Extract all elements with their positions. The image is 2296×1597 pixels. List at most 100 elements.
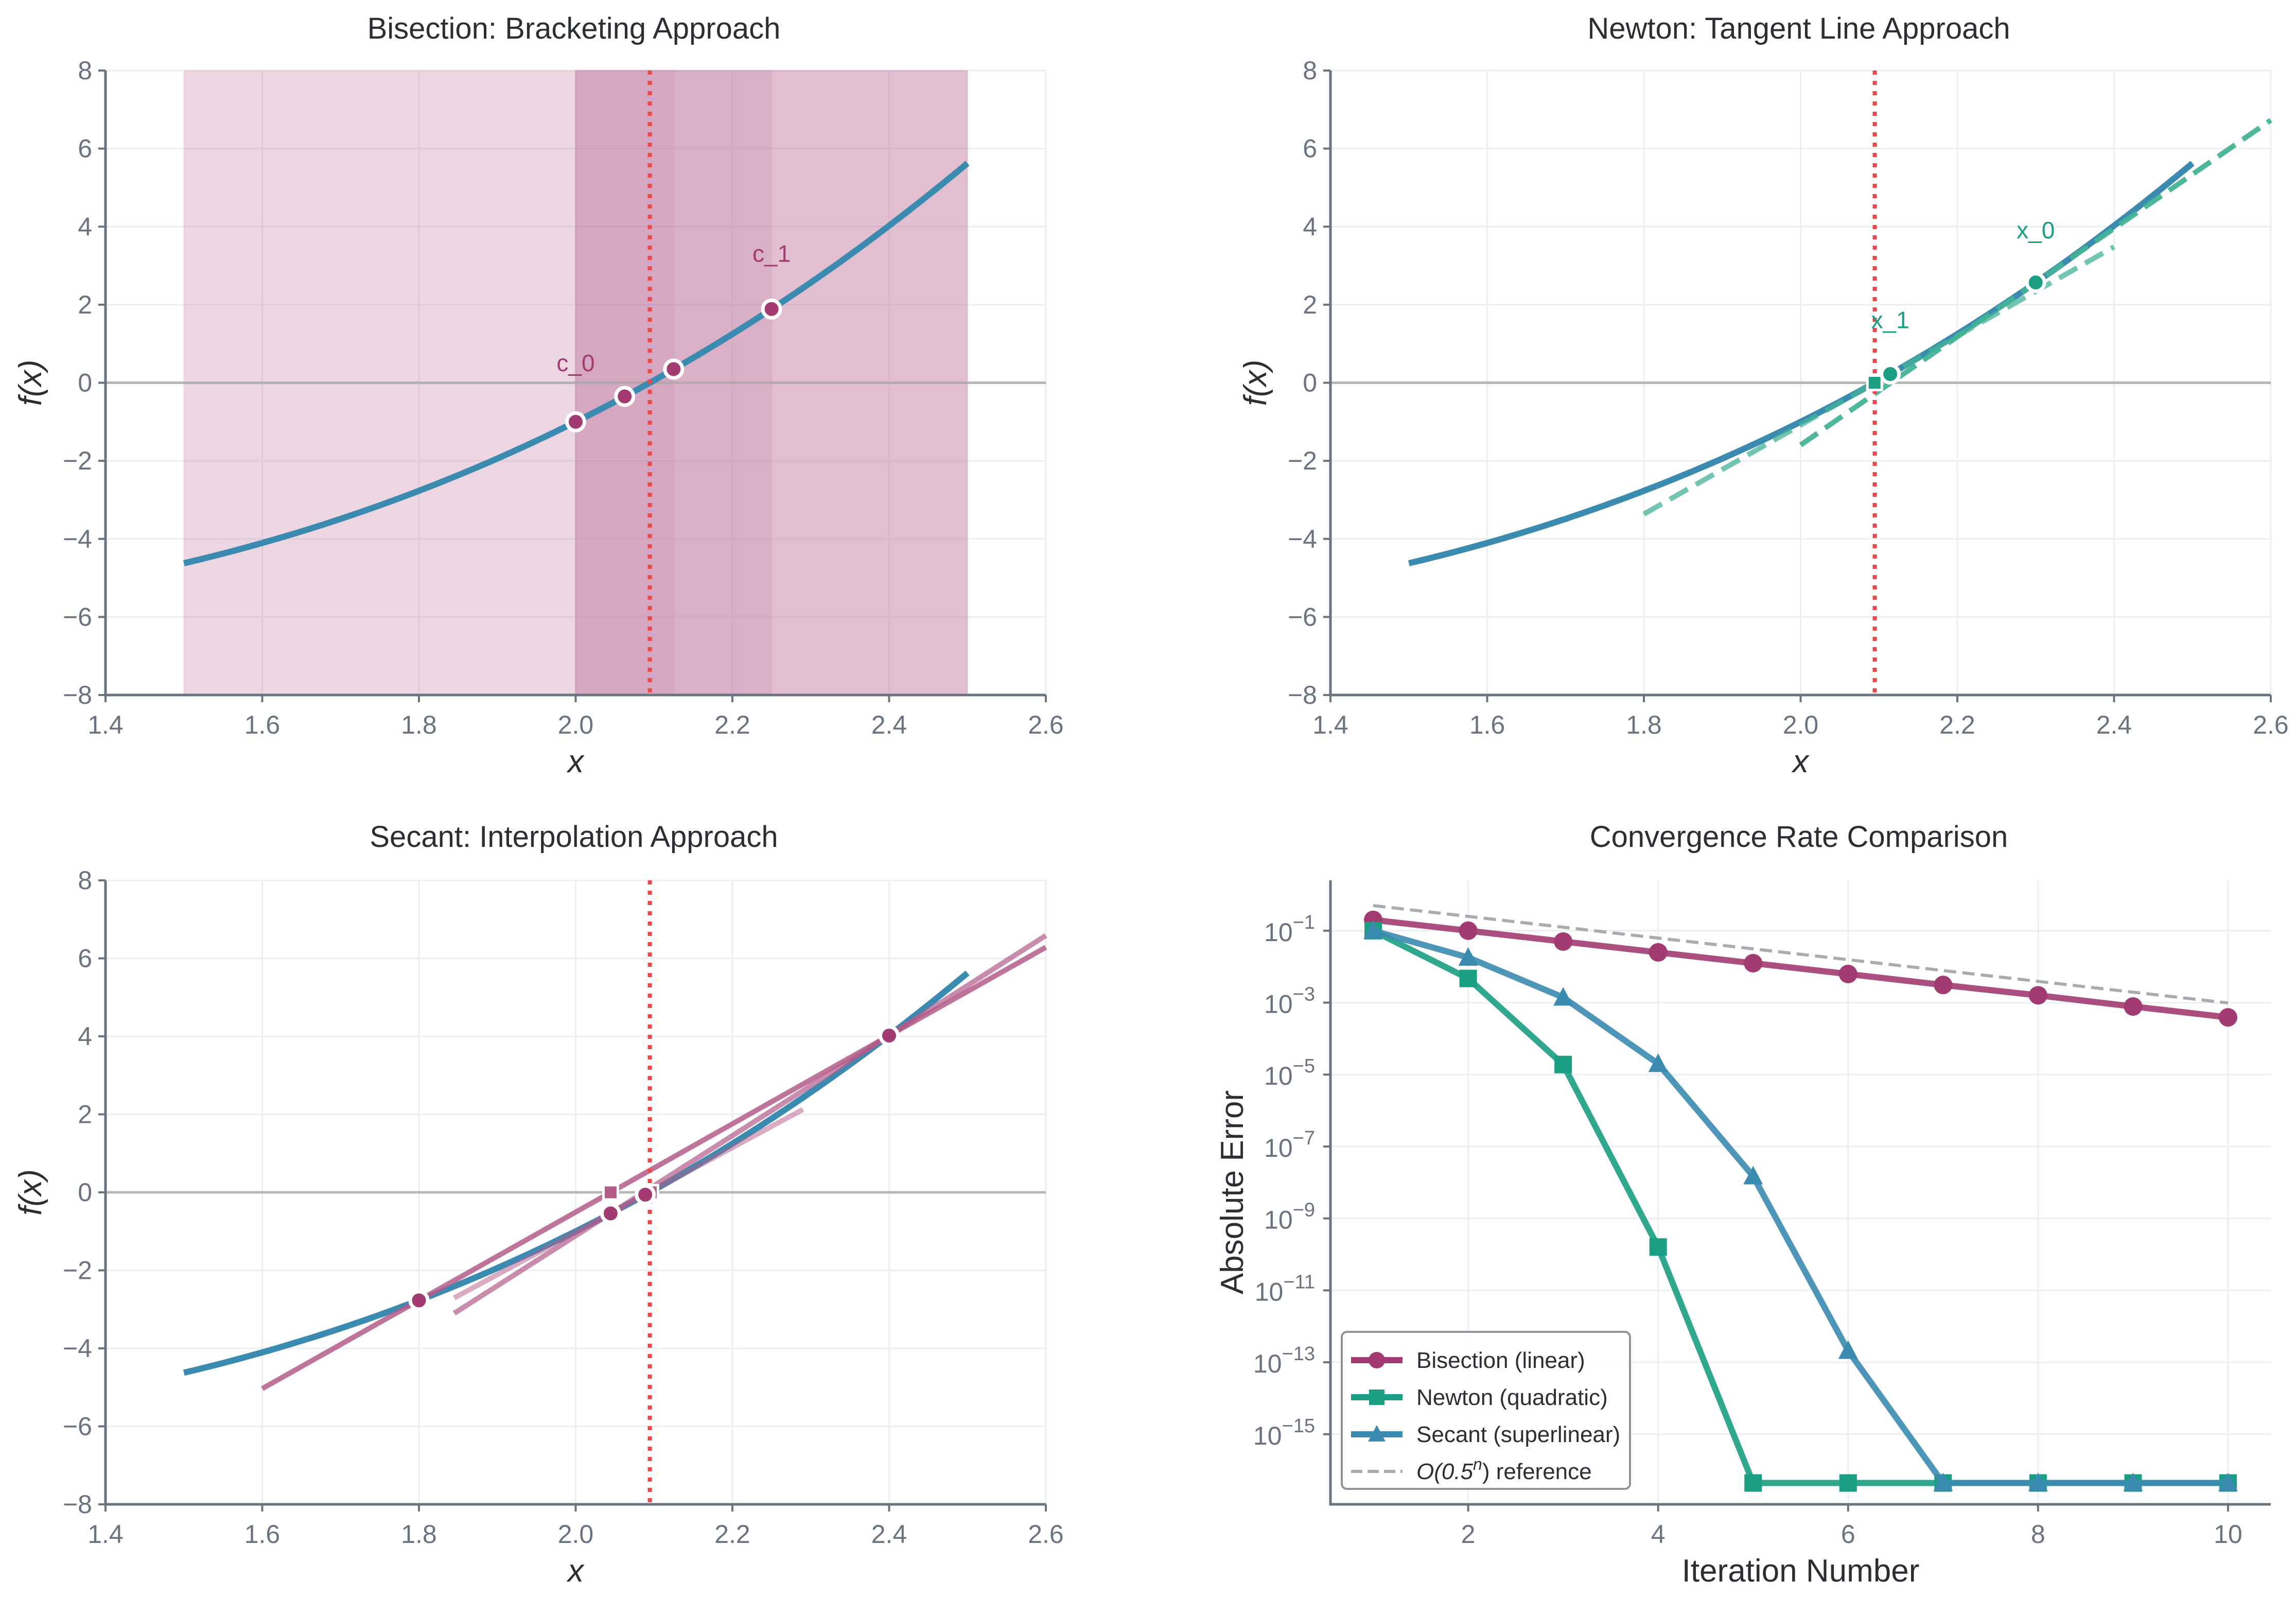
series-2 [1363, 920, 2238, 1491]
y-tick-base: 10 [1264, 1134, 1293, 1162]
y-tick-label: 6 [1303, 134, 1317, 163]
x-axis-label: x [1791, 744, 1810, 779]
series-point [1838, 964, 1857, 983]
series-point [1459, 921, 1478, 940]
x-tick-label: 1.8 [401, 1520, 437, 1549]
y-tick-base: 10 [1253, 1421, 1282, 1450]
y-tick-exponent: −3 [1293, 984, 1315, 1005]
y-tick-label: −6 [63, 602, 92, 631]
y-tick-label: −6 [1288, 602, 1317, 631]
y-tick-exponent: −5 [1293, 1055, 1315, 1077]
midpoint-annotation: c_0 [556, 350, 594, 376]
y-tick-label: 10−13 [1253, 1343, 1315, 1378]
series-point [1554, 932, 1573, 951]
legend: Bisection (linear) Newton (quadratic) Seca… [1341, 1331, 1631, 1490]
y-tick-exponent: −7 [1293, 1127, 1315, 1149]
x-tick-label: 6 [1841, 1520, 1855, 1549]
y-tick-label: 0 [78, 1178, 92, 1207]
y-tick-label: −8 [63, 1490, 92, 1519]
y-tick-label: −4 [1288, 525, 1317, 553]
secant-point-marker [879, 1025, 900, 1046]
y-tick-base: 10 [1264, 918, 1293, 947]
x-tick-label: 2.2 [714, 1520, 750, 1549]
midpoint-marker [663, 358, 685, 380]
series-point [1458, 947, 1478, 966]
tangent-zero-marker [1866, 374, 1883, 391]
y-tick-label: 10−5 [1264, 1055, 1315, 1090]
bisection-panel: Bisection: Bracketing Approach 1.4 1.6 1.8… [13, 12, 1064, 779]
legend-label: Newton (quadratic) [1416, 1385, 1608, 1410]
series-point [1363, 920, 1383, 939]
y-tick-label: 2 [78, 290, 92, 319]
y-tick-label: 4 [1303, 212, 1317, 241]
y-tick-base: 10 [1255, 1277, 1284, 1306]
series-point [1744, 1474, 1762, 1492]
y-tick-label: 10−9 [1264, 1200, 1315, 1235]
axis-spines [104, 71, 1046, 697]
series-point [2028, 1472, 2048, 1491]
y-axis-label: f(x) [13, 1169, 48, 1216]
secant-line [452, 933, 1047, 1316]
y-tick-label: 0 [1303, 369, 1317, 397]
y-tick-exponent: −11 [1283, 1271, 1315, 1293]
x-tick-label: 2.4 [871, 1520, 907, 1549]
axis-spines [1329, 880, 2271, 1506]
secant-point-marker [600, 1203, 621, 1224]
y-tick-exponent: −15 [1282, 1415, 1315, 1437]
iterate-annotation: x_1 [1871, 306, 1909, 333]
series-point [1459, 969, 1477, 987]
midpoint-annotation: c_1 [752, 240, 791, 267]
legend-marker [1368, 1425, 1386, 1442]
x-tick-label: 1.8 [401, 710, 437, 739]
x-tick-label: 2.6 [1028, 710, 1064, 739]
legend-marker [1369, 1352, 1385, 1368]
secant-title: Secant: Interpolation Approach [370, 820, 778, 854]
series-point [1839, 1474, 1857, 1492]
series-point [1553, 987, 1573, 1006]
y-tick-label: 0 [78, 369, 92, 397]
y-tick-label: 8 [78, 866, 92, 895]
x-tick-label: 2.6 [2253, 710, 2289, 739]
y-axis-label: f(x) [1238, 360, 1273, 406]
x-tick-label: 1.4 [1312, 710, 1348, 739]
series-point [1838, 1340, 1858, 1359]
series-line [1373, 916, 2229, 1021]
x-axis-label: Iteration Number [1682, 1553, 1920, 1589]
y-tick-label: −2 [63, 1256, 92, 1285]
axis-spines [104, 880, 1046, 1506]
iterate-marker [1880, 363, 1901, 385]
x-tick-label: 10 [2214, 1520, 2242, 1549]
secant-point-marker [408, 1290, 430, 1311]
x-tick-label: 2.4 [2096, 710, 2132, 739]
y-tick-label: 6 [78, 944, 92, 973]
y-tick-label: −8 [63, 681, 92, 709]
secant-intercept-marker [602, 1184, 619, 1201]
series-point [1744, 953, 1763, 973]
series-0 [1364, 910, 2237, 1027]
x-axis-label: x [566, 1553, 585, 1589]
legend-label: O(0.5n) reference [1416, 1455, 1592, 1484]
x-tick-label: 1.4 [87, 710, 124, 739]
y-tick-label: −2 [63, 446, 92, 475]
series-point [1649, 943, 1668, 962]
midpoint-marker [565, 411, 586, 432]
series-point [1743, 1166, 1763, 1185]
series-point [1648, 1053, 1668, 1072]
x-tick-label: 4 [1651, 1520, 1666, 1549]
series-point [2124, 997, 2143, 1016]
y-tick-label: −4 [63, 1334, 92, 1363]
y-tick-base: 10 [1264, 990, 1293, 1019]
y-tick-label: 10−1 [1264, 912, 1315, 947]
y-tick-label: −8 [1288, 681, 1317, 709]
y-tick-label: 10−7 [1264, 1127, 1315, 1162]
x-tick-label: 1.6 [244, 1520, 281, 1549]
x-tick-label: 2.0 [1783, 710, 1819, 739]
series-point [2123, 1472, 2143, 1491]
y-tick-exponent: −9 [1293, 1200, 1315, 1221]
axis-spines [1329, 71, 2271, 697]
series-point [2218, 1472, 2238, 1491]
x-tick-label: 1.8 [1626, 710, 1662, 739]
x-tick-label: 2.0 [558, 710, 594, 739]
y-tick-label: 10−15 [1253, 1415, 1315, 1450]
